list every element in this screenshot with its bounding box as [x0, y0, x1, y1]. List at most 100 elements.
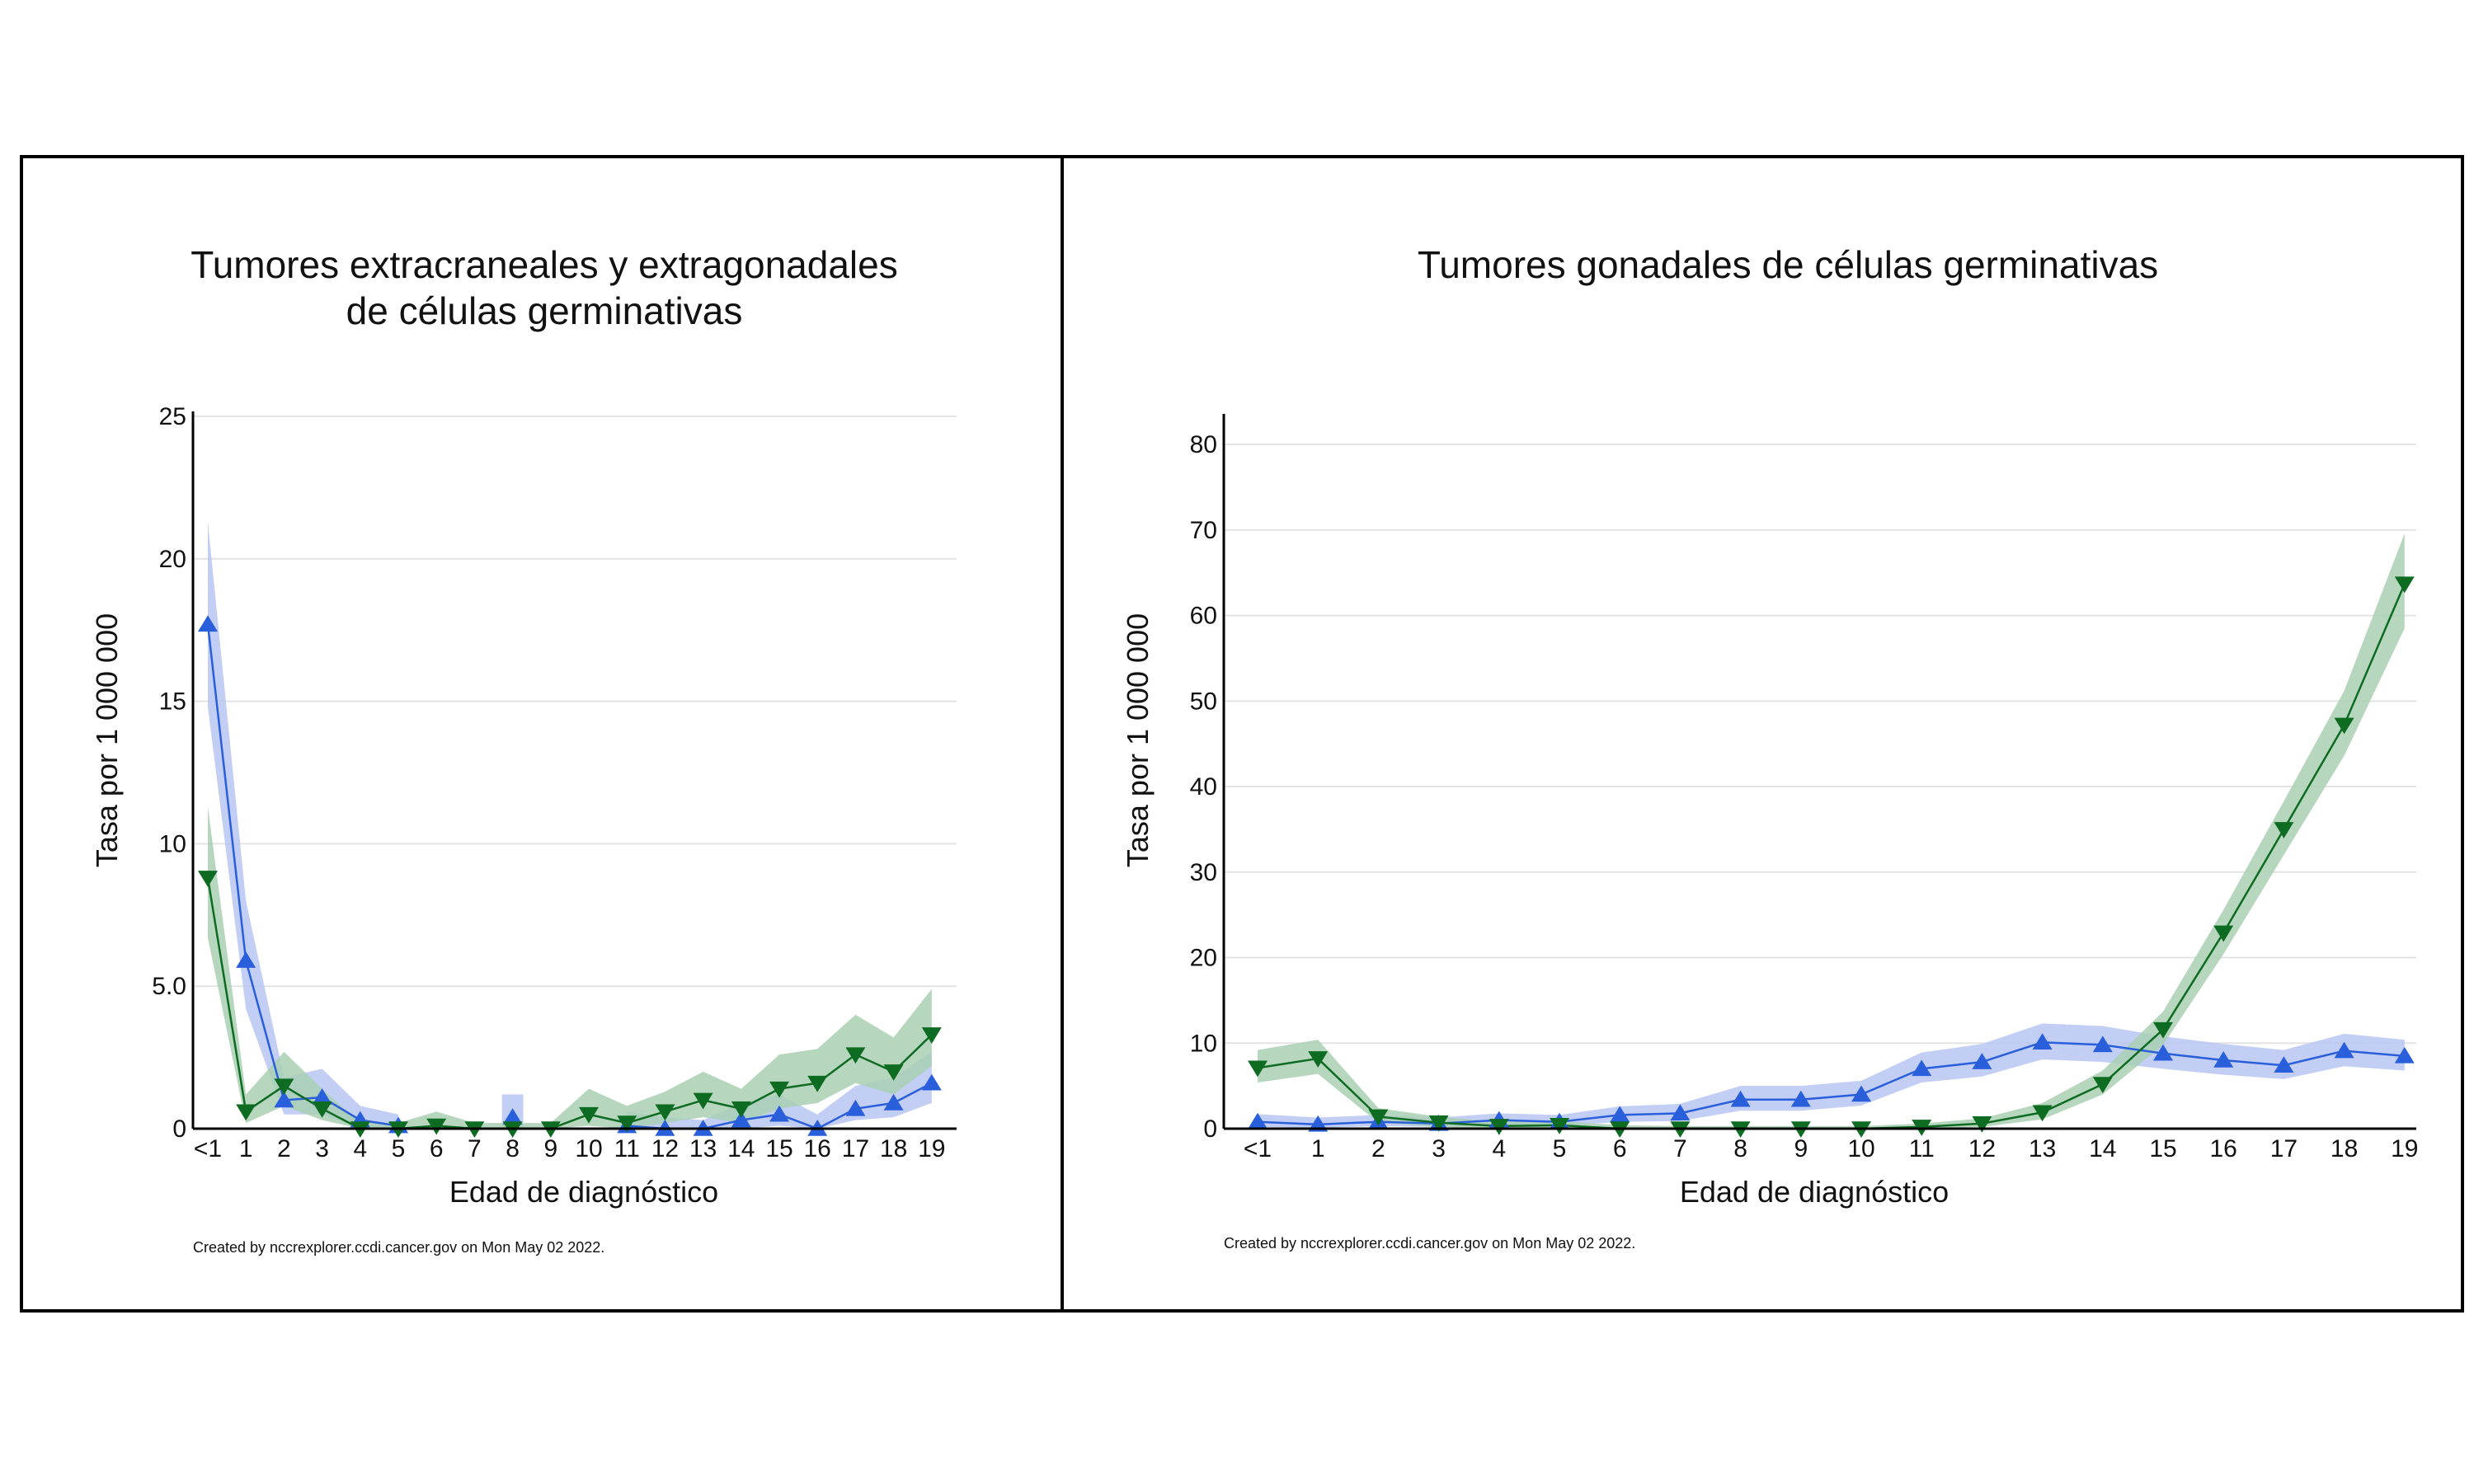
- axes: [1222, 414, 2416, 1130]
- gridlines: [193, 416, 957, 988]
- y-tick-label: 10: [1190, 1030, 1217, 1057]
- confidence-band: [208, 521, 398, 1129]
- y-tick-label: 0: [172, 1115, 186, 1143]
- data-point: [312, 1087, 332, 1105]
- x-tick-label: 13: [2029, 1135, 2056, 1162]
- x-tick-label: 3: [315, 1135, 329, 1162]
- x-axis-label: Edad de diagnóstico: [449, 1175, 718, 1209]
- data-point: [769, 1081, 789, 1098]
- x-tick-label: 5: [392, 1135, 406, 1162]
- x-tick-label: 10: [1847, 1135, 1874, 1162]
- x-tick-label: 8: [506, 1135, 520, 1162]
- x-tick-label: 19: [2391, 1135, 2418, 1162]
- y-axis-label: Tasa por 1 000 000: [90, 613, 124, 867]
- data-point: [2092, 1077, 2113, 1094]
- x-tick-label: 15: [2149, 1135, 2176, 1162]
- x-tick-label: 18: [2331, 1135, 2358, 1162]
- x-tick-label: 2: [277, 1135, 291, 1162]
- x-tick-label: 18: [880, 1135, 907, 1162]
- x-tick-label: <1: [194, 1135, 222, 1162]
- y-tick-label: 15: [159, 688, 186, 716]
- y-tick-label: 40: [1190, 773, 1217, 801]
- y-axis-label: Tasa por 1 000 000: [1121, 613, 1155, 867]
- data-point: [2032, 1105, 2053, 1122]
- data-point: [1790, 1090, 1811, 1107]
- y-tick-labels: 0 5.0 10 15 20 25: [152, 403, 186, 1143]
- credit-note: Created by nccrexplorer.ccdi.cancer.gov …: [193, 1239, 604, 1256]
- data-point: [2334, 1041, 2354, 1059]
- data-point: [1972, 1115, 1992, 1133]
- data-point: [198, 615, 218, 632]
- y-tick-label: 5.0: [152, 973, 186, 1000]
- data-point: [655, 1104, 675, 1121]
- data-point: [274, 1078, 294, 1096]
- data-point: [236, 951, 256, 968]
- credit-note: Created by nccrexplorer.ccdi.cancer.gov …: [1224, 1235, 1635, 1252]
- x-tick-label: 17: [842, 1135, 869, 1162]
- y-tick-label: 20: [1190, 945, 1217, 972]
- data-point: [274, 1091, 294, 1108]
- x-tick-label: 6: [1613, 1135, 1627, 1162]
- confidence-bands: [1258, 533, 2405, 1129]
- data-point: [731, 1101, 751, 1118]
- panel-frame-right: [1061, 155, 2464, 1313]
- y-tick-label: 70: [1190, 517, 1217, 544]
- data-point: [1248, 1060, 1268, 1078]
- series-line: [206, 877, 933, 1130]
- data-point: [2334, 717, 2354, 735]
- x-tick-label: 1: [239, 1135, 253, 1162]
- data-point: [769, 1105, 789, 1122]
- y-tick-label: 10: [159, 830, 186, 857]
- chart-gonadal: Tumores gonadales de células germinativa…: [1121, 243, 2418, 1252]
- data-point: [845, 1099, 866, 1116]
- x-tick-label: 17: [2270, 1135, 2298, 1162]
- data-point: [921, 1073, 942, 1091]
- data-point: [2394, 576, 2415, 594]
- data-point: [1912, 1059, 1932, 1077]
- data-point: [579, 1106, 599, 1124]
- data-point: [2153, 1044, 2173, 1061]
- x-tick-label: 16: [804, 1135, 831, 1162]
- x-tick-label: 19: [918, 1135, 945, 1162]
- chart-title-line-1: Tumores extracraneales y extragonadales: [190, 243, 897, 286]
- data-point: [1308, 1051, 1329, 1068]
- x-tick-label: 10: [575, 1135, 602, 1162]
- y-tick-label: 80: [1190, 431, 1217, 458]
- x-axis-label: Edad de diagnóstico: [1680, 1175, 1949, 1209]
- data-point: [2153, 1021, 2173, 1039]
- data-point: [2213, 1051, 2234, 1068]
- x-tick-label: 5: [1553, 1135, 1567, 1162]
- data-point: [1428, 1115, 1449, 1132]
- x-tick-label: 3: [1432, 1135, 1446, 1162]
- x-tick-label: 9: [543, 1135, 557, 1162]
- data-point: [1489, 1119, 1509, 1135]
- series-markers: [198, 615, 942, 1138]
- data-point: [693, 1092, 713, 1110]
- y-tick-label: 25: [159, 403, 186, 430]
- x-tick-label: 1: [1311, 1135, 1325, 1162]
- data-point: [845, 1047, 866, 1064]
- data-point: [2274, 1056, 2294, 1073]
- data-point: [2213, 925, 2234, 942]
- x-tick-label: 14: [727, 1135, 755, 1162]
- data-point: [617, 1115, 637, 1133]
- confidence-band: [1258, 1023, 2405, 1128]
- y-tick-label: 30: [1190, 859, 1217, 886]
- y-tick-label: 0: [1203, 1115, 1217, 1143]
- data-point: [1368, 1109, 1389, 1126]
- x-tick-label: 8: [1733, 1135, 1747, 1162]
- data-point: [426, 1118, 447, 1135]
- confidence-band: [208, 806, 932, 1129]
- x-tick-label: 7: [1673, 1135, 1687, 1162]
- x-tick-label: 11: [1909, 1135, 1935, 1162]
- data-point: [198, 871, 218, 887]
- data-point: [1851, 1085, 1871, 1102]
- data-point: [1610, 1106, 1630, 1123]
- y-tick-label: 20: [159, 546, 186, 573]
- x-tick-labels: <1 1 2 3 4 5 6 7 8 9 10 11 12 13 14 15 16 17 18 19: [194, 1135, 946, 1162]
- data-point: [921, 1027, 942, 1044]
- x-tick-label: 6: [430, 1135, 444, 1162]
- data-point: [883, 1093, 904, 1111]
- x-tick-label: <1: [1244, 1135, 1272, 1162]
